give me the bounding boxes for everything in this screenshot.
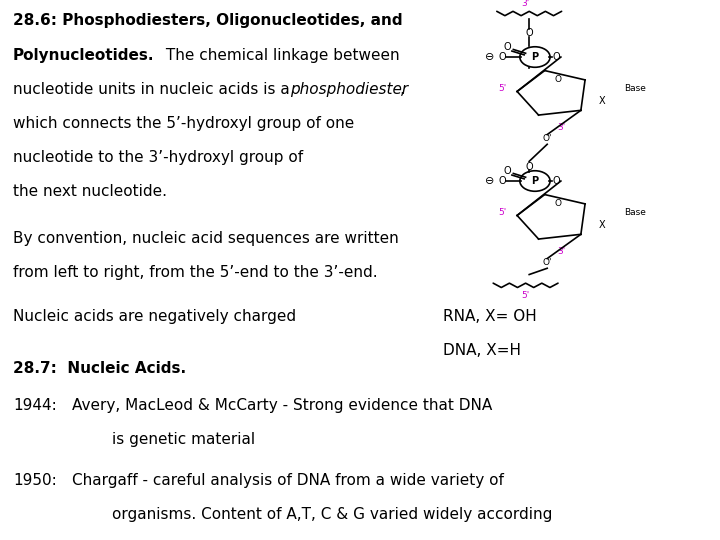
Text: O: O	[553, 52, 560, 62]
Text: The chemical linkage between: The chemical linkage between	[161, 48, 399, 63]
Text: By convention, nucleic acid sequences are written: By convention, nucleic acid sequences ar…	[13, 231, 399, 246]
Text: Base: Base	[624, 84, 646, 93]
Text: O: O	[526, 162, 533, 172]
Text: X: X	[599, 96, 606, 106]
Text: P: P	[531, 176, 539, 186]
Text: from left to right, from the 5’-end to the 3’-end.: from left to right, from the 5’-end to t…	[13, 265, 377, 280]
Text: which connects the 5’-hydroxyl group of one: which connects the 5’-hydroxyl group of …	[13, 116, 354, 131]
Text: 1944:: 1944:	[13, 398, 57, 413]
Text: Chargaff - careful analysis of DNA from a wide variety of: Chargaff - careful analysis of DNA from …	[72, 473, 504, 488]
Text: ⊖: ⊖	[485, 176, 495, 186]
Text: O: O	[554, 75, 562, 84]
Text: O: O	[498, 52, 505, 62]
Text: 1950:: 1950:	[13, 473, 57, 488]
Text: ⊖: ⊖	[485, 52, 495, 62]
Text: X: X	[599, 220, 606, 229]
Text: organisms. Content of A,T, C & G varied widely according: organisms. Content of A,T, C & G varied …	[112, 507, 552, 522]
Text: 3': 3'	[557, 123, 566, 132]
Text: DNA, X=H: DNA, X=H	[443, 343, 521, 359]
Text: 5': 5'	[498, 207, 506, 217]
Text: O: O	[554, 199, 562, 208]
Text: O: O	[504, 42, 511, 52]
Text: nucleotide to the 3’-hydroxyl group of: nucleotide to the 3’-hydroxyl group of	[13, 150, 303, 165]
Text: RNA, X= OH: RNA, X= OH	[443, 309, 536, 325]
Text: O: O	[498, 176, 505, 186]
Text: 3': 3'	[521, 0, 530, 8]
Text: Base: Base	[624, 207, 646, 217]
Text: Nucleic acids are negatively charged: Nucleic acids are negatively charged	[13, 309, 296, 325]
Text: is genetic material: is genetic material	[112, 432, 255, 447]
Text: nucleotide units in nucleic acids is a: nucleotide units in nucleic acids is a	[13, 82, 294, 97]
Text: the next nucleotide.: the next nucleotide.	[13, 184, 167, 199]
Text: 28.7:  Nucleic Acids.: 28.7: Nucleic Acids.	[13, 361, 186, 375]
Text: phosphodiester: phosphodiester	[290, 82, 408, 97]
Text: O': O'	[542, 134, 552, 144]
Text: 5': 5'	[498, 84, 506, 93]
Text: 3': 3'	[557, 247, 566, 255]
Text: O': O'	[542, 258, 552, 267]
Text: 5': 5'	[521, 291, 530, 300]
Text: Polynucleotides.: Polynucleotides.	[13, 48, 155, 63]
Text: ,: ,	[400, 82, 405, 97]
Text: P: P	[531, 52, 539, 62]
Text: Avery, MacLeod & McCarty - Strong evidence that DNA: Avery, MacLeod & McCarty - Strong eviden…	[72, 398, 492, 413]
Text: 28.6: Phosphodiesters, Oligonucleotides, and: 28.6: Phosphodiesters, Oligonucleotides,…	[13, 14, 402, 29]
Text: O: O	[526, 28, 533, 38]
Text: O: O	[504, 166, 511, 176]
Text: O: O	[553, 176, 560, 186]
